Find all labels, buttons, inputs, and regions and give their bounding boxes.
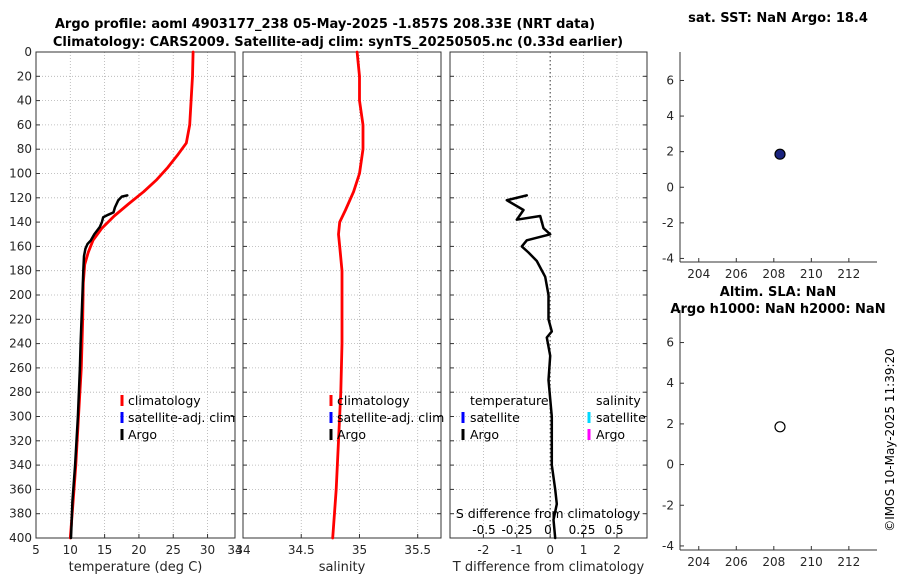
imos-timestamp: ©IMOS 10-May-2025 11:39:20 xyxy=(883,348,897,532)
sla-point xyxy=(774,421,786,433)
sst-point xyxy=(774,148,786,160)
difference-legend-temperature-label: Argo xyxy=(470,427,499,442)
sst-xtick-label: 212 xyxy=(837,267,860,281)
depth-tick-label: 380 xyxy=(9,507,32,521)
sla-xtick-label: 208 xyxy=(762,555,785,569)
temperature-xtick-label: 34 xyxy=(227,543,242,557)
salinity-legend-label: satellite-adj. clim xyxy=(337,410,444,425)
temperature-legend-label: satellite-adj. clim xyxy=(128,410,235,425)
sst-ytick-label: -4 xyxy=(662,251,674,265)
salinity-difference-tick-label: 0.5 xyxy=(604,523,623,537)
sla-ytick-label: -2 xyxy=(662,498,674,512)
sla-title-line2: Argo h1000: NaN h2000: NaN xyxy=(670,302,885,317)
sla-ytick-label: -4 xyxy=(662,539,674,553)
sla-xtick-label: 210 xyxy=(800,555,823,569)
sla-xtick-label: 212 xyxy=(837,555,860,569)
difference-legend-salinity-label: satellite xyxy=(596,410,646,425)
salinity-difference-axis-label: S difference from climatology xyxy=(456,506,641,521)
sla-ytick-label: 4 xyxy=(666,376,674,390)
sst-ytick-label: 6 xyxy=(666,73,674,87)
sla-ytick-label: 6 xyxy=(666,336,674,350)
depth-tick-label: 280 xyxy=(9,385,32,399)
salinity-difference-tick-label: -0.5 xyxy=(472,523,495,537)
temperature-xtick-label: 10 xyxy=(63,543,78,557)
salinity-difference-tick-label: 0 xyxy=(544,523,552,537)
temperature-xtick-label: 5 xyxy=(32,543,40,557)
depth-tick-label: 340 xyxy=(9,458,32,472)
sst-xtick-label: 208 xyxy=(762,267,785,281)
difference-legend-temperature-label: satellite xyxy=(470,410,520,425)
depth-tick-label: 360 xyxy=(9,482,32,496)
difference-xtick-label: 1 xyxy=(580,543,588,557)
depth-tick-label: 40 xyxy=(17,94,32,108)
difference-xtick-label: 0 xyxy=(546,543,554,557)
depth-tick-label: 300 xyxy=(9,410,32,424)
depth-tick-label: 220 xyxy=(9,312,32,326)
difference-xtick-label: -2 xyxy=(477,543,489,557)
sst-xtick-label: 210 xyxy=(800,267,823,281)
sla-ytick-label: 2 xyxy=(666,417,674,431)
sst-ytick-label: -2 xyxy=(662,216,674,230)
depth-tick-label: 260 xyxy=(9,361,32,375)
difference-legend-salinity-title: salinity xyxy=(596,393,641,408)
temperature-xtick-label: 20 xyxy=(131,543,146,557)
salinity-xtick-label: 34.5 xyxy=(288,543,315,557)
sla-xtick-label: 206 xyxy=(725,555,748,569)
difference-xtick-label: 2 xyxy=(613,543,621,557)
depth-tick-label: 180 xyxy=(9,264,32,278)
salinity-xtick-label: 34 xyxy=(235,543,250,557)
difference-legend-salinity-label: Argo xyxy=(596,427,625,442)
depth-tick-label: 200 xyxy=(9,288,32,302)
temperature-legend-label: Argo xyxy=(128,427,157,442)
sst-ytick-label: 2 xyxy=(666,145,674,159)
temperature-xtick-label: 25 xyxy=(166,543,181,557)
temperature-series-argo xyxy=(69,194,129,540)
difference-legend-temperature-title: temperature xyxy=(470,393,549,408)
depth-tick-label: 20 xyxy=(17,69,32,83)
depth-tick-label: 400 xyxy=(9,531,32,545)
depth-tick-label: 0 xyxy=(24,45,32,59)
salinity-legend-label: Argo xyxy=(337,427,366,442)
sla-xtick-label: 204 xyxy=(687,555,710,569)
difference-xlabel: T difference from climatology xyxy=(452,560,645,575)
salinity-difference-tick-label: 0.25 xyxy=(569,523,596,537)
depth-tick-label: 160 xyxy=(9,239,32,253)
sla-title-line1: Altim. SLA: NaN xyxy=(720,285,836,300)
depth-tick-label: 140 xyxy=(9,215,32,229)
salinity-xtick-label: 35 xyxy=(352,543,367,557)
temperature-xtick-label: 15 xyxy=(97,543,112,557)
sst-xtick-label: 204 xyxy=(687,267,710,281)
temperature-legend-label: climatology xyxy=(128,393,201,408)
figure-title-line2: Climatology: CARS2009. Satellite-adj cli… xyxy=(53,35,623,50)
figure-title-line1: Argo profile: aoml 4903177_238 05-May-20… xyxy=(55,17,595,32)
temperature-xlabel: temperature (deg C) xyxy=(69,560,203,575)
sst-title: sat. SST: NaN Argo: 18.4 xyxy=(688,11,868,26)
depth-tick-label: 100 xyxy=(9,167,32,181)
depth-tick-label: 80 xyxy=(17,142,32,156)
depth-tick-label: 60 xyxy=(17,118,32,132)
plot-layer: 5 10 15 20 25 30 34020406080100120140160180200… xyxy=(9,11,885,575)
depth-tick-label: 240 xyxy=(9,337,32,351)
salinity-series-climatology xyxy=(331,50,365,540)
sst-xtick-label: 206 xyxy=(725,267,748,281)
depth-tick-label: 120 xyxy=(9,191,32,205)
sla-ytick-label: 0 xyxy=(666,458,674,472)
temperature-xtick-label: 30 xyxy=(200,543,215,557)
salinity-legend-label: climatology xyxy=(337,393,410,408)
difference-series-t-difference-argo- xyxy=(505,194,559,540)
sst-ytick-label: 4 xyxy=(666,109,674,123)
salinity-xtick-label: 35.5 xyxy=(404,543,431,557)
salinity-xlabel: salinity xyxy=(319,560,366,575)
depth-tick-label: 320 xyxy=(9,434,32,448)
difference-xtick-label: -1 xyxy=(511,543,523,557)
sst-ytick-label: 0 xyxy=(666,180,674,194)
salinity-difference-tick-label: -0.25 xyxy=(501,523,532,537)
